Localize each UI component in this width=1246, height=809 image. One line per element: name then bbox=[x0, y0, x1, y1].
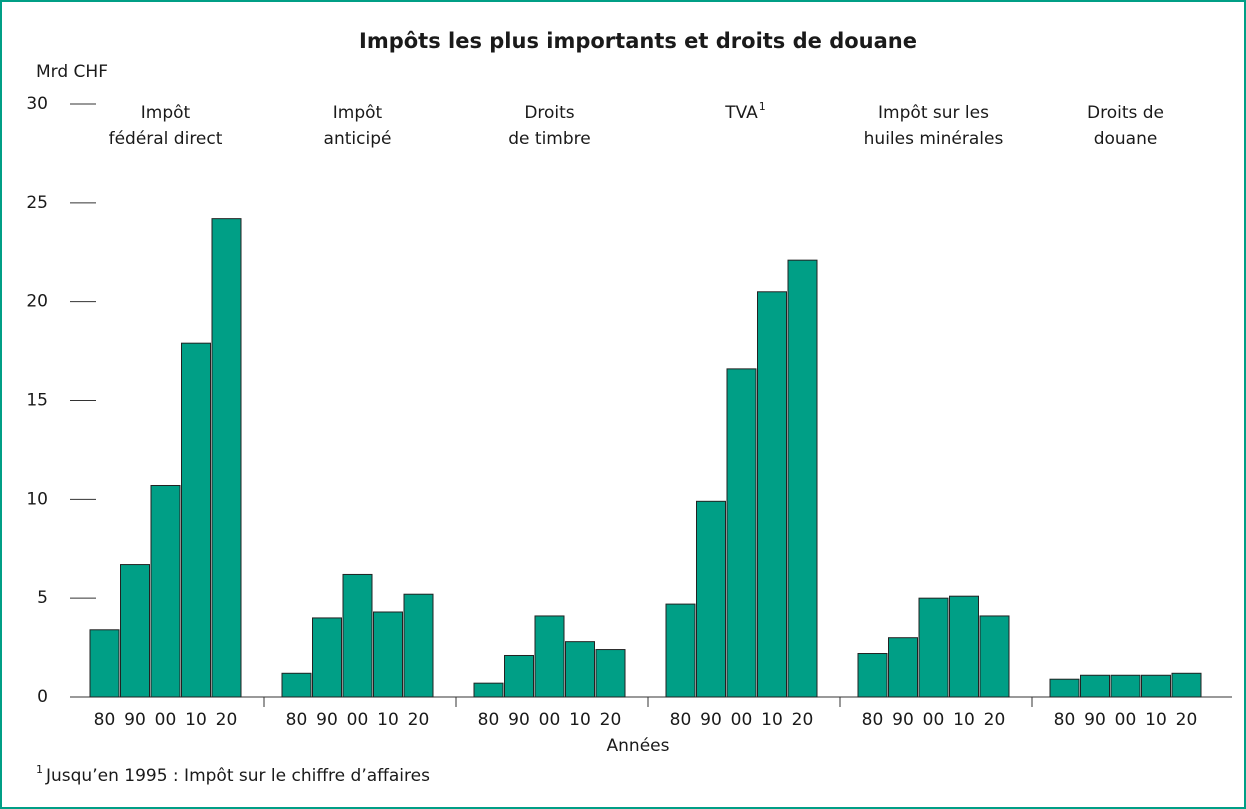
bar bbox=[473, 682, 504, 698]
bar bbox=[696, 500, 726, 698]
bar bbox=[857, 653, 888, 698]
x-tick-label: 00 bbox=[731, 710, 753, 730]
x-tick-label: 80 bbox=[862, 710, 884, 730]
x-tick-label: 90 bbox=[316, 710, 338, 730]
bar bbox=[595, 649, 626, 698]
y-tick-label: 10 bbox=[26, 489, 48, 509]
x-tick-label: 80 bbox=[670, 710, 692, 730]
bar bbox=[1141, 674, 1171, 698]
y-tick-label: 5 bbox=[37, 588, 48, 608]
bar bbox=[120, 564, 150, 698]
y-tick-label: 25 bbox=[26, 193, 48, 213]
bar bbox=[757, 291, 787, 698]
chart-title: Impôts les plus importants et droits de … bbox=[359, 29, 917, 53]
bar bbox=[150, 484, 181, 698]
x-tick-label: 90 bbox=[508, 710, 530, 730]
x-tick-label: 80 bbox=[1054, 710, 1076, 730]
x-tick-label: 10 bbox=[569, 710, 591, 730]
x-tick-label: 00 bbox=[539, 710, 561, 730]
x-tick-label: 10 bbox=[761, 710, 783, 730]
bar bbox=[665, 603, 696, 698]
y-axis-label: Mrd CHF bbox=[36, 62, 108, 82]
y-tick-label: 20 bbox=[26, 292, 48, 312]
bar bbox=[949, 595, 979, 698]
bar bbox=[312, 617, 342, 698]
group-label-note: 1 bbox=[759, 100, 766, 113]
group-label: anticipé bbox=[324, 129, 392, 149]
x-tick-label: 80 bbox=[478, 710, 500, 730]
x-tick-label: 10 bbox=[185, 710, 207, 730]
x-tick-label: 00 bbox=[923, 710, 945, 730]
bar bbox=[534, 615, 565, 698]
x-tick-label: 20 bbox=[408, 710, 430, 730]
x-tick-label: 90 bbox=[700, 710, 722, 730]
x-tick-label: 10 bbox=[1145, 710, 1167, 730]
bar bbox=[1171, 672, 1202, 698]
bar bbox=[565, 641, 595, 698]
x-tick-label: 80 bbox=[286, 710, 308, 730]
x-tick-label: 20 bbox=[216, 710, 238, 730]
group-label: Impôt sur les bbox=[878, 103, 989, 123]
group-label: de timbre bbox=[508, 129, 590, 149]
footnote: Jusqu’en 1995 : Impôt sur le chiffre d’a… bbox=[45, 766, 430, 786]
y-tick-label: 15 bbox=[26, 391, 48, 411]
bar bbox=[1110, 674, 1141, 698]
bar bbox=[403, 593, 434, 698]
bar bbox=[1049, 678, 1080, 698]
bar bbox=[918, 597, 949, 698]
group-label: Impôt bbox=[333, 103, 383, 123]
x-tick-label: 00 bbox=[347, 710, 369, 730]
x-tick-label: 90 bbox=[1084, 710, 1106, 730]
y-tick-label: 30 bbox=[26, 94, 48, 114]
group-label: fédéral direct bbox=[109, 129, 223, 149]
x-tick-label: 20 bbox=[792, 710, 814, 730]
x-tick-label: 90 bbox=[892, 710, 914, 730]
y-tick-label: 0 bbox=[37, 687, 48, 707]
x-tick-label: 80 bbox=[94, 710, 116, 730]
bar bbox=[888, 637, 918, 698]
bar bbox=[373, 611, 403, 698]
bar bbox=[181, 342, 211, 698]
x-tick-label: 10 bbox=[953, 710, 975, 730]
group-label: Droits de bbox=[1087, 103, 1164, 123]
group-label: huiles minérales bbox=[864, 129, 1004, 149]
bar bbox=[726, 368, 757, 698]
bar bbox=[787, 259, 818, 698]
group-label: Impôt bbox=[141, 103, 191, 123]
x-tick-label: 00 bbox=[155, 710, 177, 730]
bar bbox=[211, 218, 242, 698]
bar bbox=[504, 654, 534, 698]
group-label: TVA bbox=[724, 103, 758, 123]
footnote-marker: 1 bbox=[36, 763, 43, 776]
bar bbox=[342, 573, 373, 698]
x-tick-label: 20 bbox=[600, 710, 622, 730]
bar bbox=[281, 672, 312, 698]
x-tick-label: 20 bbox=[984, 710, 1006, 730]
x-tick-label: 00 bbox=[1115, 710, 1137, 730]
group-label: douane bbox=[1094, 129, 1158, 149]
bar bbox=[89, 629, 120, 698]
bar bbox=[1080, 674, 1110, 698]
bar bbox=[979, 615, 1010, 698]
x-axis-label: Années bbox=[607, 736, 670, 756]
x-tick-label: 20 bbox=[1176, 710, 1198, 730]
x-tick-label: 10 bbox=[377, 710, 399, 730]
x-tick-label: 90 bbox=[124, 710, 146, 730]
group-label: Droits bbox=[524, 103, 574, 123]
